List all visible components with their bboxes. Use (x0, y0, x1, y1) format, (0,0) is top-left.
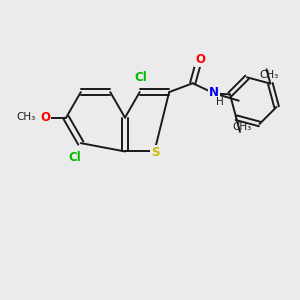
Text: S: S (151, 146, 159, 159)
Text: CH₃: CH₃ (16, 112, 35, 122)
Text: O: O (40, 111, 50, 124)
Text: H: H (216, 97, 224, 107)
Text: N: N (209, 85, 219, 99)
Text: Cl: Cl (135, 71, 148, 85)
Text: Cl: Cl (68, 151, 81, 164)
Text: O: O (195, 52, 205, 66)
Text: CH₃: CH₃ (233, 122, 252, 132)
Text: CH₃: CH₃ (259, 70, 278, 80)
